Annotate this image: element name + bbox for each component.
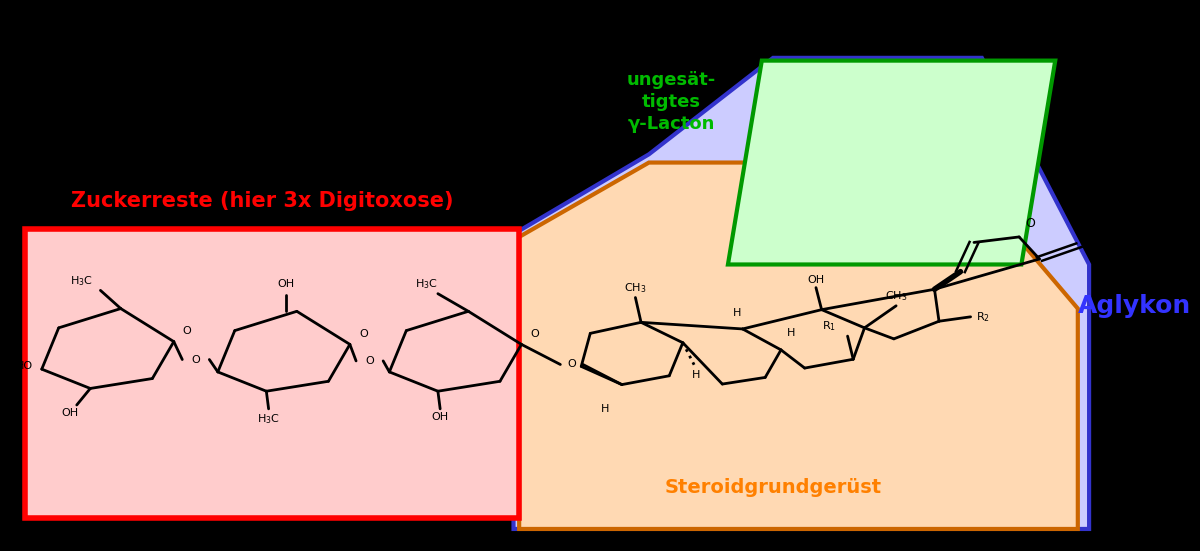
- Text: O: O: [359, 329, 367, 339]
- Text: H: H: [692, 370, 701, 380]
- Bar: [25, 229, 520, 518]
- Text: H$_3$C: H$_3$C: [70, 274, 92, 288]
- Text: O: O: [192, 354, 200, 365]
- Text: R$_2$: R$_2$: [977, 310, 990, 324]
- Text: O: O: [182, 326, 192, 336]
- Text: CH$_3$: CH$_3$: [624, 281, 647, 295]
- Text: CH$_3$: CH$_3$: [884, 289, 907, 303]
- Text: O: O: [530, 329, 539, 339]
- Text: H: H: [733, 308, 742, 318]
- Text: OH: OH: [61, 408, 78, 418]
- Polygon shape: [728, 61, 1055, 264]
- Text: OH: OH: [277, 279, 294, 289]
- Text: OH: OH: [808, 275, 824, 285]
- Polygon shape: [520, 163, 1078, 529]
- Text: O: O: [568, 359, 576, 370]
- Text: HO: HO: [16, 361, 32, 371]
- Text: R$_1$: R$_1$: [822, 320, 836, 333]
- Polygon shape: [514, 58, 1090, 529]
- Text: Aglykon: Aglykon: [1078, 294, 1192, 318]
- Text: Steroidgrundgerüst: Steroidgrundgerüst: [665, 478, 882, 497]
- Text: H: H: [787, 328, 796, 338]
- Text: ungesät-
tigtes
γ-Lacton: ungesät- tigtes γ-Lacton: [626, 71, 716, 133]
- Text: Zuckerreste (hier 3x Digitoxose): Zuckerreste (hier 3x Digitoxose): [71, 191, 454, 211]
- Text: O: O: [1025, 217, 1034, 230]
- Text: OH: OH: [432, 412, 449, 422]
- Text: O: O: [365, 356, 374, 366]
- Text: H$_3$C: H$_3$C: [415, 277, 438, 291]
- Text: O: O: [1088, 229, 1098, 242]
- Text: H: H: [601, 404, 610, 414]
- Text: H$_3$C: H$_3$C: [257, 412, 280, 426]
